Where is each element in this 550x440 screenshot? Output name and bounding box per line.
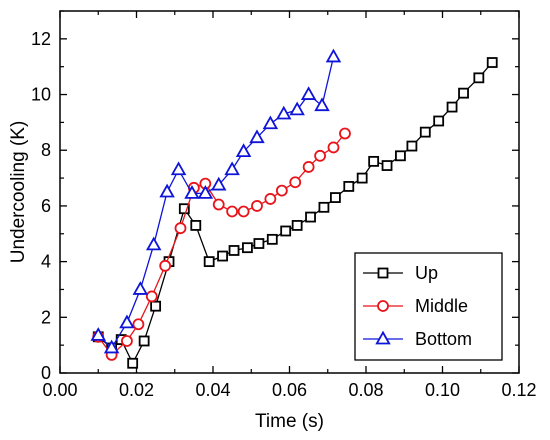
x-tick-label: 0.00 [42,380,77,400]
data-point-up [291,220,303,231]
data-point-bottom [210,176,227,191]
y-tick-label: 2 [41,307,51,327]
data-point-bottom [170,161,187,176]
data-point-bottom [249,129,265,144]
y-tick-label: 6 [41,196,51,216]
data-point-middle [145,290,158,303]
data-point-bottom [235,143,252,158]
y-axis-title: Undercooling (K) [8,121,29,264]
series-layer [90,48,498,369]
data-point-up [486,57,498,68]
data-point-up [305,211,316,223]
data-point-middle [327,141,340,154]
data-point-up [253,238,265,249]
x-tick-label: 0.10 [425,380,460,400]
data-point-up [266,233,278,245]
x-tick-label: 0.08 [348,380,383,400]
data-point-bottom [314,97,330,112]
data-point-up [458,87,469,99]
data-point-up [178,203,190,215]
data-point-middle [339,127,351,140]
y-tick-label: 12 [31,29,51,49]
data-point-up [127,357,139,369]
data-point-up [395,150,406,162]
data-point-bottom [90,327,106,341]
data-point-up [473,72,485,84]
x-tick-label: 0.02 [119,380,154,400]
data-point-up [381,160,393,171]
axis-ticks: 0.00 0.02 0.04 0.06 0.08 0.10 0.12 0 2 4 6 8 10 12 [31,10,537,400]
data-point-up [217,250,228,262]
data-point-up [446,101,458,113]
x-tick-label: 0.04 [195,380,230,400]
y-tick-label: 10 [31,85,51,105]
data-point-bottom [300,86,317,100]
legend-marker-up [377,267,389,279]
data-point-bottom [276,105,292,120]
data-point-up [138,335,150,347]
data-point-bottom [325,48,342,63]
data-point-middle [159,259,172,272]
data-point-up [343,181,355,192]
legend-label-bottom: Bottom [415,329,472,349]
data-point-up [280,225,292,237]
legend-marker-bottom [375,330,391,345]
data-point-middle [314,149,327,162]
data-point-up [242,242,253,254]
data-point-up [190,220,202,231]
x-tick-label: 0.06 [272,380,307,400]
y-tick-label: 4 [41,252,51,272]
series-bottom [90,48,342,354]
legend: Up Middle Bottom [354,252,503,361]
data-point-middle [289,176,302,189]
data-point-middle [212,198,225,211]
data-point-up [406,140,418,152]
data-point-bottom [103,339,120,354]
data-point-up [150,300,162,312]
data-point-bottom [159,183,175,198]
data-point-middle [275,184,288,197]
data-point-middle [264,193,277,205]
data-point-up [356,172,368,184]
data-point-middle [237,205,250,218]
data-point-up [228,245,240,256]
data-point-up [368,155,380,167]
data-point-bottom [197,185,214,199]
data-point-middle [121,335,133,347]
data-point-bottom [184,185,200,199]
data-point-middle [174,222,187,235]
data-point-bottom [289,101,305,116]
data-point-up [419,126,431,138]
data-point-middle [302,161,315,173]
series-middle [92,127,351,361]
data-point-up [203,256,215,268]
legend-marker-middle [377,300,389,312]
legend-label-middle: Middle [415,296,468,316]
data-point-bottom [262,115,279,130]
y-tick-label: 8 [41,140,51,160]
data-point-bottom [145,236,162,251]
x-tick-label: 0.12 [501,380,536,400]
data-point-middle [132,318,145,331]
data-point-up [318,201,330,213]
data-point-up [433,115,445,127]
data-point-middle [226,205,239,218]
data-point-bottom [132,281,149,295]
data-point-bottom [224,161,240,176]
data-point-bottom [119,314,135,329]
data-point-middle [251,200,263,212]
x-axis-title: Time (s) [255,411,324,432]
data-point-up [329,192,341,203]
y-tick-label: 0 [41,363,51,383]
legend-label-up: Up [415,263,438,283]
